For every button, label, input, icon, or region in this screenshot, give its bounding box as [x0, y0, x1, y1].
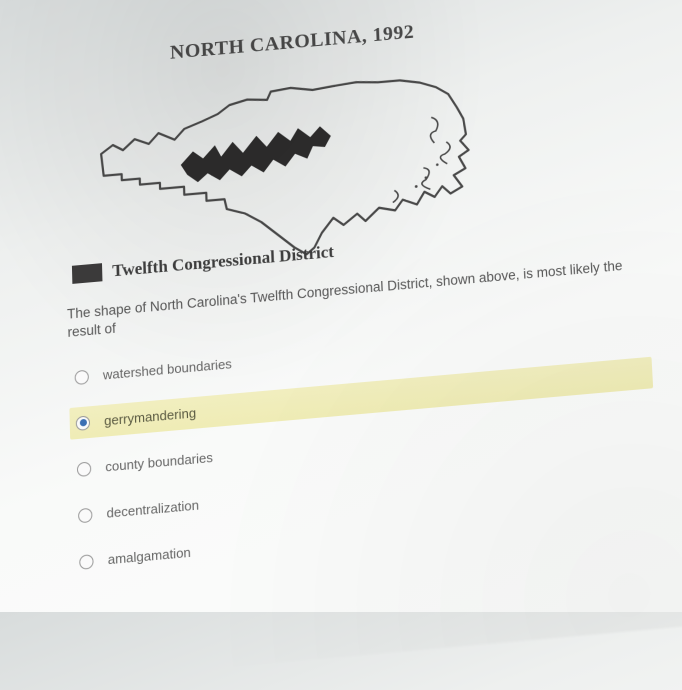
option-label: county boundaries — [105, 450, 213, 475]
nc-state-outline — [100, 73, 473, 272]
nc-map-figure — [61, 43, 496, 279]
radio-icon — [79, 554, 94, 570]
option-label: watershed boundaries — [103, 356, 232, 383]
twelfth-district-shape — [181, 126, 332, 183]
radio-icon — [75, 370, 89, 385]
nc-map-svg — [61, 43, 496, 279]
option-label: amalgamation — [108, 545, 191, 568]
options-group: watershed boundaries gerrymandering coun… — [68, 312, 660, 580]
option-label: gerrymandering — [104, 406, 196, 429]
option-label: decentralization — [106, 498, 199, 522]
radio-icon — [78, 508, 93, 524]
quiz-page: NORTH CAROLINA, 1992 Twelfth Congression… — [7, 0, 682, 633]
coastal-squiggles — [390, 116, 453, 203]
radio-icon — [76, 415, 91, 431]
radio-icon — [77, 461, 92, 477]
legend-swatch — [72, 263, 103, 284]
